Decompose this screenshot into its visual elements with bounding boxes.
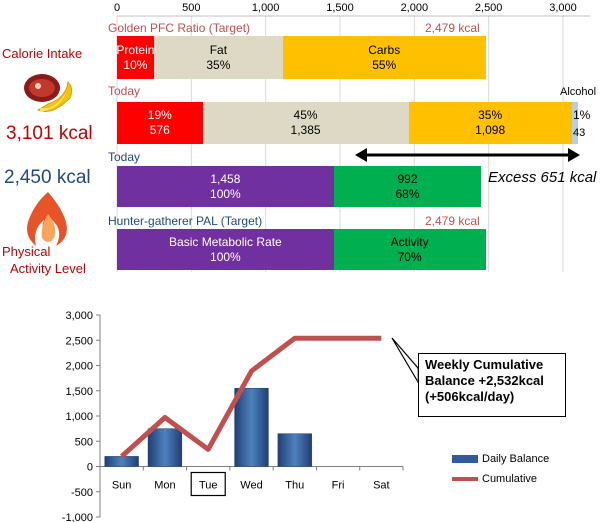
x-category-label: Sat [373, 480, 390, 492]
annotation-line-1: Weekly Cumulative [425, 357, 544, 372]
top-axis-tick: 500 [182, 2, 201, 14]
y-tick-label: 3,000 [65, 310, 93, 322]
x-category-label: Tue [199, 480, 218, 492]
alcohol-kcal: 43 [573, 127, 586, 139]
x-category-label: Sun [112, 480, 132, 492]
weekly-balance-chart: 3,000 2,500 2,000 1,500 1,000 500 0 -500 -1,000 S… [62, 310, 420, 522]
pfc-target-kcal: 2,479 kcal [425, 21, 480, 35]
highlight-box [190, 471, 226, 497]
top-axis-tick: 0 [113, 2, 121, 14]
segment-name: Activity [390, 234, 429, 249]
bar-segment-activity: 992 68% [333, 166, 482, 207]
segment-name: Carbs [368, 42, 401, 57]
pal-target-label: Hunter-gatherer PAL (Target) [108, 214, 263, 228]
segment-pct: 35% [206, 57, 231, 72]
bar-segment-fat: 45% 1,385 [202, 102, 409, 144]
segment-pct: 100% [210, 186, 241, 201]
segment-name: Fat [209, 42, 228, 57]
segment-pct: 45% [293, 108, 318, 122]
bar-segment-alcohol [571, 102, 579, 144]
segment-kcal: 576 [149, 123, 170, 137]
y-tick-label: 1,000 [65, 411, 93, 423]
segment-pct: 10% [123, 57, 148, 72]
bar-segment-protein: 19% 576 [117, 102, 203, 144]
top-axis-tick: 1,500 [326, 2, 354, 14]
weekly-annotation: Weekly Cumulative Balance +2,532kcal (+5… [418, 353, 566, 417]
legend-bar-swatch [452, 455, 478, 463]
annotation-line-3: (+506kcal/day) [425, 389, 515, 404]
excess-arrow [355, 148, 580, 162]
segment-kcal: 992 [397, 171, 418, 186]
top-axis-tick: 3,000 [549, 2, 577, 14]
pal-target-kcal: 2,479 kcal [425, 214, 480, 228]
today-burn-label: Today [108, 150, 141, 164]
daily-balance-bar [234, 387, 269, 467]
top-axis-tick: 2,000 [400, 2, 429, 14]
pal-label-2: Activity Level [10, 261, 86, 276]
x-category-label: Thu [285, 480, 304, 492]
calorie-intake-value: 3,101 kcal [6, 123, 93, 144]
segment-pct: 68% [395, 186, 420, 201]
bar-segment-carbs: 35% 1,098 [408, 102, 572, 144]
daily-balance-bar [147, 428, 183, 467]
bar-segment-fat: Fat 35% [153, 36, 283, 79]
alcohol-pct: 1% [573, 108, 591, 122]
segment-pct: 19% [147, 108, 172, 122]
segment-kcal: 1,385 [290, 123, 321, 137]
bar-segment-protein: Protein 10% [117, 36, 154, 79]
food-icon [24, 74, 73, 112]
top-axis-tick: 1,000 [251, 2, 280, 14]
cumulative-line [119, 335, 382, 459]
calorie-intake-label: Calorie Intake [2, 46, 83, 61]
flame-icon [27, 192, 67, 246]
y-tick-label: 2,000 [65, 361, 93, 373]
legend-cumulative: Cumulative [452, 473, 537, 485]
x-category-label: Mon [154, 480, 175, 492]
pfc-target-label: Golden PFC Ratio (Target) [108, 21, 251, 35]
top-axis-tick: 2,500 [474, 2, 503, 14]
segment-pct: 70% [397, 249, 422, 264]
y-tick-label: 2,500 [65, 335, 93, 347]
excess-label: Excess 651 kcal [488, 169, 597, 186]
x-category-label: Fri [332, 480, 345, 492]
alcohol-label: Alcohol [560, 86, 597, 98]
y-tick-label: 500 [75, 436, 93, 448]
legend-line-swatch [452, 477, 478, 481]
y-tick-label: -500 [71, 487, 93, 499]
legend-cumulative-label: Cumulative [482, 473, 538, 485]
y-tick-label: 0 [87, 462, 93, 474]
x-category-label: Wed [240, 480, 262, 492]
segment-pct: 55% [372, 57, 397, 72]
segment-kcal: 1,098 [475, 123, 506, 137]
y-tick-label: 1,500 [65, 386, 93, 398]
bar-segment-basic-metabolic-rate: 1,458 100% [117, 166, 334, 207]
annotation-line-2: Balance +2,532kcal [425, 373, 544, 388]
segment-name: Protein [117, 42, 154, 57]
segment-name: Basic Metabolic Rate [169, 234, 282, 249]
daily-balance-bar [277, 433, 312, 467]
bar-segment-carbs: Carbs 55% [282, 36, 486, 79]
pal-label-1: Physical [2, 244, 51, 259]
legend-daily-balance: Daily Balance [452, 453, 549, 465]
today-intake-label: Today [108, 84, 141, 98]
segment-pct: 35% [478, 108, 503, 122]
bar-segment-activity: Activity 70% [333, 229, 486, 270]
legend-daily-balance-label: Daily Balance [482, 453, 550, 465]
target-kcal-value: 2,450 kcal [4, 167, 91, 188]
segment-pct: 100% [210, 249, 241, 264]
bar-segment-basic-metabolic-rate: Basic Metabolic Rate 100% [117, 229, 334, 270]
y-tick-label: -1,000 [62, 512, 93, 522]
callout-pointer [391, 337, 419, 385]
segment-kcal: 1,458 [210, 171, 241, 186]
daily-balance-bar [104, 456, 139, 467]
